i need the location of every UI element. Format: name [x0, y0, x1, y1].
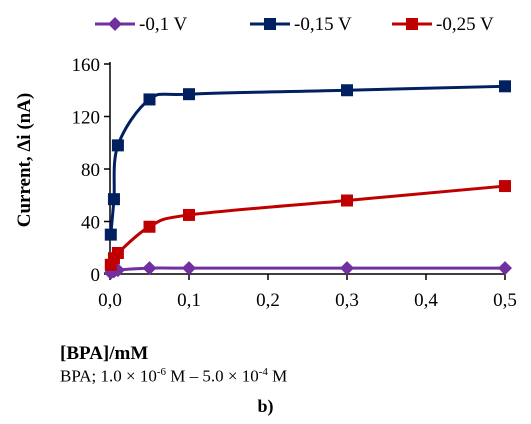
legend-marker [108, 17, 122, 31]
data-point [499, 80, 511, 93]
axes: 0 40 80 120 160 0,0 0,1 0,2 0,3 0,4 0,5 [72, 55, 517, 311]
legend-marker [264, 18, 276, 30]
y-tick-label: 40 [81, 213, 100, 234]
x-tick-label: 0,5 [493, 290, 517, 311]
x-tick-label: 0,4 [414, 290, 438, 311]
data-point [341, 194, 353, 207]
caption-exponent-2: -4 [258, 366, 268, 378]
y-tick-label: 0 [91, 265, 101, 286]
data-point [183, 88, 195, 101]
data-point [341, 84, 353, 97]
series-line [109, 84, 506, 235]
data-point [111, 139, 124, 152]
legend-label: -0,15 V [294, 14, 352, 35]
series-2 [104, 80, 511, 241]
series-1 [103, 261, 512, 280]
x-tick-label: 0,0 [98, 290, 122, 311]
concentration-caption: BPA; 1.0 × 10-6 M – 5.0 × 10-4 M [60, 366, 287, 387]
legend-marker [406, 18, 418, 30]
data-point [142, 261, 157, 276]
y-axis-label: Current, Δi (nA) [14, 93, 35, 228]
panel-label: b) [257, 396, 274, 416]
x-tick-label: 0,1 [177, 290, 201, 311]
y-tick-label: 80 [81, 160, 100, 181]
data-point [143, 93, 156, 106]
y-tick-label: 160 [72, 55, 101, 76]
y-tick-label: 120 [72, 108, 101, 129]
data-point [182, 261, 196, 276]
data-point [104, 228, 117, 241]
legend-label: -0,25 V [436, 14, 494, 35]
data-point [143, 220, 156, 233]
legend-item: -0,25 V [392, 14, 494, 35]
series-line [109, 184, 506, 266]
caption-suffix: M [267, 366, 288, 386]
caption-prefix: BPA; 1.0 × 10 [60, 366, 157, 386]
legend: -0,1 V -0,15 V -0,25 V [95, 14, 494, 35]
data-point [499, 180, 511, 193]
series-line [110, 266, 505, 275]
x-tick-label: 0,2 [256, 290, 280, 311]
data-point [183, 208, 195, 221]
data-point [111, 247, 124, 259]
series-layer [103, 80, 512, 280]
data-point [107, 193, 120, 206]
legend-item: -0,1 V [95, 14, 187, 35]
caption-exponent-1: -6 [156, 366, 166, 378]
data-point [340, 261, 354, 276]
legend-item: -0,15 V [250, 14, 352, 35]
data-point [498, 261, 512, 276]
x-tick-label: 0,3 [335, 290, 359, 311]
caption-middle: M – 5.0 × 10 [166, 366, 259, 386]
line-chart: -0,1 V -0,15 V -0,25 V 0 40 80 120 160 0,0 0,1 0,… [14, 14, 517, 311]
series-3 [104, 180, 511, 271]
legend-label: -0,1 V [139, 14, 187, 35]
x-axis-label: [BPA]/mM [60, 343, 149, 364]
